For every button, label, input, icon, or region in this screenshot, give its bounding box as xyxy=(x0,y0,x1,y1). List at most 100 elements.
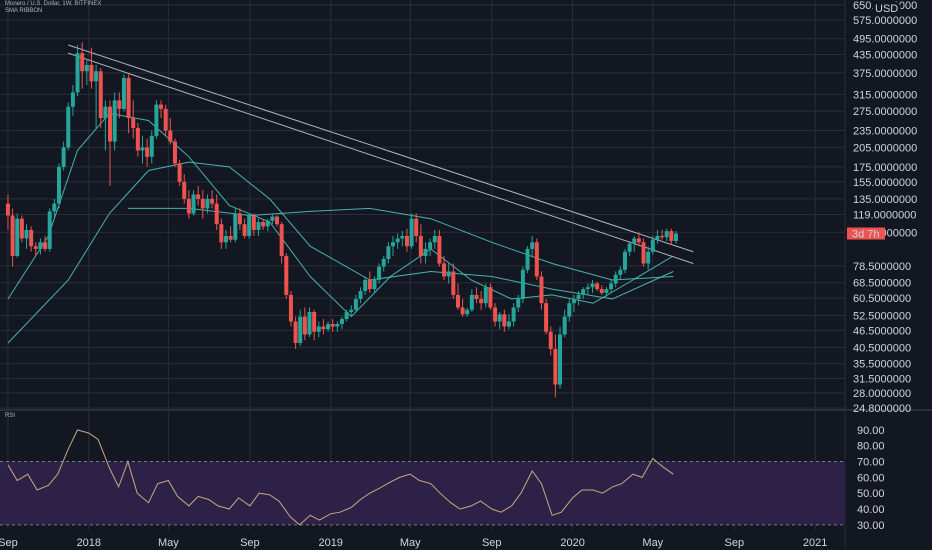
candle xyxy=(223,229,228,249)
candle xyxy=(233,208,238,243)
time-tick-label: Sep xyxy=(240,537,260,549)
candle-body xyxy=(270,216,275,221)
candle-body xyxy=(609,283,614,290)
candle-body xyxy=(159,104,164,109)
candle xyxy=(558,326,563,389)
candle-body xyxy=(381,258,386,267)
candle-body xyxy=(140,147,145,151)
price-axis[interactable]: 650.0000000 575.0000000 495.0000000 435.000… xyxy=(853,0,917,415)
time-tick-label: Sep xyxy=(482,537,502,549)
candle xyxy=(242,218,247,239)
candle-body xyxy=(80,53,85,72)
candle xyxy=(117,92,122,119)
candle xyxy=(321,319,326,335)
time-axis[interactable]: Sep 2018 May Sep 2019 May Sep 2020 May Sep 2021 xyxy=(0,537,827,549)
candle xyxy=(414,213,419,243)
last-price-tag: 3d 7h xyxy=(847,227,885,241)
price-tick-label: 155.0000000 xyxy=(853,177,917,189)
candle-body xyxy=(339,319,344,324)
price-tick-label: 435.0000000 xyxy=(853,50,917,62)
candle xyxy=(567,298,572,322)
candle xyxy=(674,231,678,244)
candle-body xyxy=(284,256,289,295)
candle-body xyxy=(539,276,544,304)
candle-body xyxy=(228,235,233,240)
time-tick-label: 2018 xyxy=(77,537,101,549)
price-tick-label: 575.0000000 xyxy=(853,15,917,27)
candle-body xyxy=(479,298,484,304)
candle-body xyxy=(632,238,637,244)
candle-body xyxy=(312,311,317,332)
rsi-tick-label: 60.00 xyxy=(857,472,885,484)
candle-body xyxy=(664,231,669,238)
candle xyxy=(451,263,456,299)
price-tick-label: 375.0000000 xyxy=(853,68,917,80)
candle xyxy=(70,84,75,116)
rsi-axis[interactable]: 90.00 80.00 70.00 60.00 50.00 40.00 30.00 xyxy=(857,425,885,532)
candle-body xyxy=(516,298,521,308)
candle-body xyxy=(432,235,437,243)
candle-body xyxy=(154,104,159,136)
candle xyxy=(316,321,321,338)
candle xyxy=(126,74,131,134)
candle xyxy=(265,218,270,232)
candle xyxy=(312,309,317,341)
candle-body xyxy=(506,321,511,327)
candle xyxy=(669,228,674,245)
candle xyxy=(664,228,669,241)
candle xyxy=(483,283,488,308)
candle-body xyxy=(172,141,177,164)
candle xyxy=(455,283,460,310)
candle-body xyxy=(61,147,66,167)
candle-body xyxy=(335,323,340,327)
candle xyxy=(377,263,382,284)
candle-body xyxy=(493,307,498,322)
candle xyxy=(24,224,29,249)
candle xyxy=(108,100,113,186)
candle-body xyxy=(205,198,210,209)
candle xyxy=(465,307,470,317)
candle-body xyxy=(530,242,535,249)
candle-body xyxy=(321,326,326,330)
candle-body xyxy=(650,239,655,252)
candle xyxy=(604,287,609,297)
sma-series xyxy=(127,207,674,281)
trendline[interactable] xyxy=(68,52,694,264)
price-tick-label: 40.5000000 xyxy=(853,342,911,354)
candle xyxy=(363,276,368,295)
candle xyxy=(553,334,558,398)
candle xyxy=(205,194,210,214)
candle-body xyxy=(353,298,358,310)
candle-body xyxy=(520,269,525,299)
candle-body xyxy=(275,216,280,225)
candle-body xyxy=(191,194,196,214)
rsi-line xyxy=(7,429,674,526)
trendline[interactable] xyxy=(68,44,694,253)
candle xyxy=(270,213,275,225)
candle xyxy=(502,309,507,332)
candle-body xyxy=(163,108,168,131)
candle-body xyxy=(590,283,595,288)
candle xyxy=(525,246,530,274)
candle-body xyxy=(29,229,34,247)
time-tick-label: 2019 xyxy=(318,537,342,549)
candle-body xyxy=(15,218,20,257)
candle-body xyxy=(117,100,122,109)
time-tick-label: 2020 xyxy=(560,537,584,549)
price-tick-label: 275.0000000 xyxy=(853,106,917,118)
price-tick-label: 205.0000000 xyxy=(853,142,917,154)
currency-label[interactable]: USD xyxy=(872,0,901,18)
candle-body xyxy=(98,71,103,119)
candle-body xyxy=(571,298,576,304)
trendlines[interactable] xyxy=(68,44,694,264)
price-tick-label: 31.5000000 xyxy=(853,373,911,385)
candle-body xyxy=(655,235,660,240)
candle xyxy=(353,294,358,312)
candle xyxy=(460,298,465,317)
candle xyxy=(386,242,391,264)
candle xyxy=(149,130,154,164)
candle xyxy=(418,224,423,264)
candle-body xyxy=(177,163,182,182)
